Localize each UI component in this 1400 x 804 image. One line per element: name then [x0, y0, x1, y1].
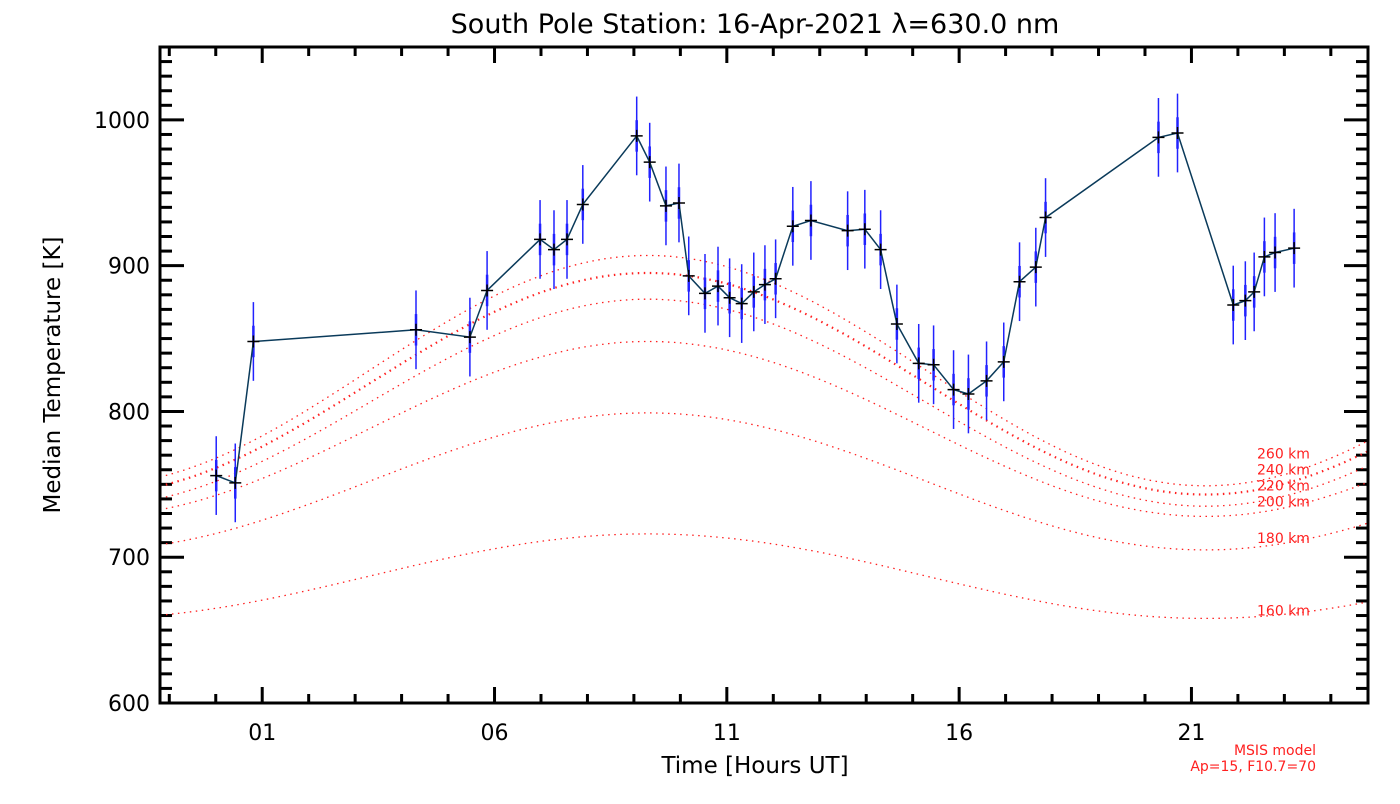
data-point [1029, 261, 1042, 274]
x-tick-label: 06 [481, 721, 509, 746]
data-point [962, 387, 975, 400]
data-point [698, 287, 711, 300]
data-point [410, 323, 423, 336]
data-point [890, 317, 903, 330]
data-point [672, 196, 685, 209]
data-point [576, 198, 589, 211]
data-point [747, 285, 760, 298]
data-point [769, 272, 782, 285]
plot-frame [158, 45, 1370, 705]
data-point [874, 243, 887, 256]
data-point [630, 129, 643, 142]
data-point [735, 297, 748, 310]
data-point [912, 357, 925, 370]
data-point [229, 476, 242, 489]
data-point [1152, 131, 1165, 144]
x-tick-label: 21 [1177, 721, 1205, 746]
y-tick-label: 700 [108, 546, 150, 571]
data-point [997, 355, 1010, 368]
data-point [1171, 127, 1184, 140]
data-point [841, 224, 854, 237]
model-curve-label: 220 km [1257, 478, 1310, 494]
data-point [1227, 299, 1240, 312]
model-curve-label: 240 km [1257, 462, 1310, 478]
data-point [804, 214, 817, 227]
y-tick-label: 1000 [94, 109, 150, 134]
data-point [659, 199, 672, 212]
data-point [1258, 250, 1271, 263]
data-point [247, 335, 260, 348]
chart-title: South Pole Station: 16-Apr-2021 λ=630.0 … [451, 9, 1060, 40]
data-point [463, 331, 476, 344]
data-point [1239, 294, 1252, 307]
x-tick-label: 16 [945, 721, 973, 746]
data-point [712, 280, 725, 293]
data-point [786, 220, 799, 233]
model-annotation-line2: Ap=15, F10.7=70 [1190, 759, 1316, 775]
model-curve-label: 160 km [1257, 604, 1310, 620]
data-point [1248, 285, 1261, 298]
series-line [215, 132, 1295, 484]
data-point [643, 156, 656, 169]
data-point [858, 223, 871, 236]
y-tick-label: 900 [108, 255, 150, 280]
data-point [481, 284, 494, 297]
data-point [723, 291, 736, 304]
data-point [1269, 246, 1282, 259]
data-point [210, 469, 223, 482]
data-point [534, 233, 547, 246]
y-axis-label: Median Temperature [K] [40, 237, 66, 514]
data-point [927, 358, 940, 371]
data-point [1039, 211, 1052, 224]
x-axis-label: Time [Hours UT] [660, 753, 848, 779]
y-tick-label: 600 [108, 692, 150, 717]
model-curve-label: 260 km [1257, 446, 1310, 462]
model-curve-220-km [159, 298, 1369, 507]
model-curve-label: 200 km [1257, 494, 1310, 510]
model-curve-180-km [159, 412, 1369, 551]
y-tick-label: 800 [108, 400, 150, 425]
data-point [547, 243, 560, 256]
model-curve-160-km [159, 533, 1369, 620]
x-tick-label: 01 [248, 721, 276, 746]
data-point [682, 269, 695, 282]
data-point [561, 233, 574, 246]
model-curve-200-km [159, 340, 1369, 518]
x-tick-label: 11 [713, 721, 741, 746]
data-point [980, 374, 993, 387]
data-point [1288, 242, 1301, 255]
model-curve-240-km [159, 271, 1369, 496]
model-annotation-line1: MSIS model [1234, 743, 1316, 759]
data-point [947, 383, 960, 396]
data-point [758, 278, 771, 291]
data-point [1013, 275, 1026, 288]
model-curve-label: 180 km [1257, 531, 1310, 547]
